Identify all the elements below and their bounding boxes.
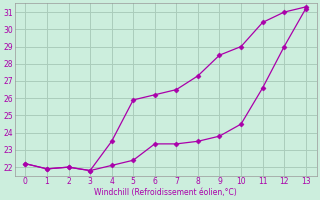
X-axis label: Windchill (Refroidissement éolien,°C): Windchill (Refroidissement éolien,°C) [94, 188, 237, 197]
